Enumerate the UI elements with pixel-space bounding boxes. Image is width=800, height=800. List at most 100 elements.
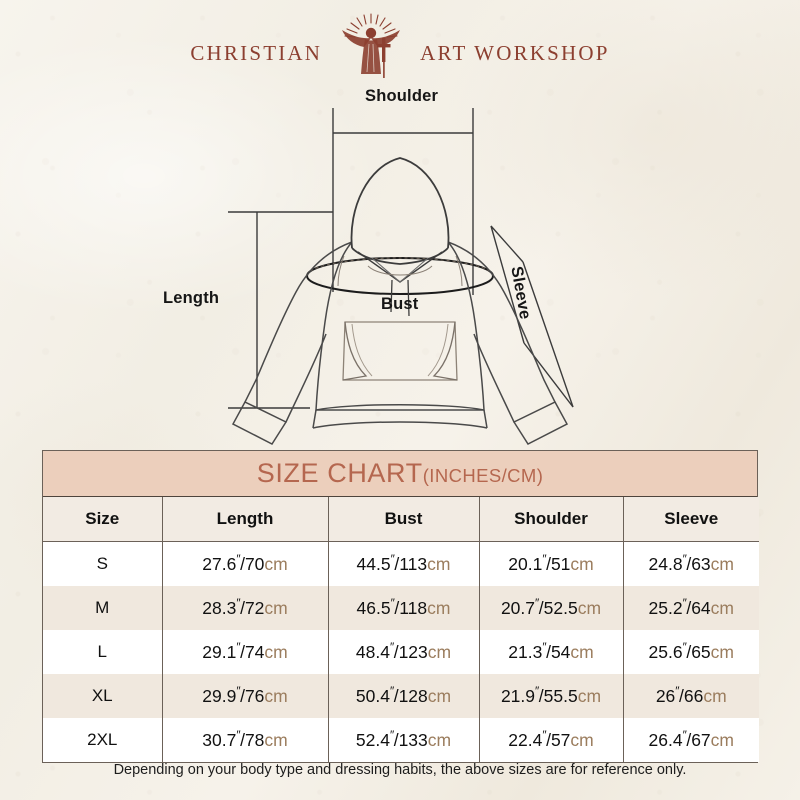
cell-size: L — [43, 630, 163, 674]
cell-length: 28.3″/72cm — [162, 586, 329, 630]
measurement-value: 26.4″/67cm — [648, 728, 734, 751]
cell-bust: 48.4″/123cm — [328, 630, 480, 674]
inch-mark: ″ — [390, 552, 395, 567]
inch-mark: ″ — [682, 728, 687, 743]
unit-cm: cm — [577, 598, 602, 619]
hoodie-illustration — [228, 108, 574, 445]
measurement-value: 28.3″/72cm — [202, 596, 288, 619]
inch-mark: ″ — [535, 596, 539, 611]
unit-cm: cm — [264, 554, 288, 575]
unit-cm: cm — [710, 730, 734, 751]
cell-shoulder: 21.3″/54cm — [479, 630, 624, 674]
cell-size: M — [43, 586, 163, 630]
inch-mark: ″ — [682, 552, 687, 567]
cell-shoulder: 20.7″/52.5cm — [479, 586, 624, 630]
column-header-size: Size — [43, 497, 163, 542]
unit-cm: cm — [710, 554, 734, 575]
measurement-value: 22.4″/57cm — [508, 728, 594, 751]
cell-size: 2XL — [43, 718, 163, 762]
unit-cm: cm — [264, 598, 288, 619]
cell-length: 29.1″/74cm — [162, 630, 329, 674]
unit-cm: cm — [427, 554, 451, 575]
unit-cm: cm — [570, 554, 594, 575]
measurement-value: 46.5″/118cm — [356, 596, 451, 619]
unit-cm: cm — [570, 730, 594, 751]
inch-mark: ″ — [236, 640, 241, 655]
brand-header: CHRISTIAN — [0, 12, 800, 82]
inch-mark: ″ — [542, 552, 547, 567]
risen-christ-cross-logo-icon — [342, 13, 401, 78]
unit-cm: cm — [703, 686, 727, 707]
unit-cm: cm — [427, 598, 451, 619]
inch-mark: ″ — [236, 684, 241, 699]
inch-mark: ″ — [542, 640, 547, 655]
cell-length: 27.6″/70cm — [162, 541, 329, 586]
measurement-value: 44.5″/113cm — [356, 552, 451, 575]
measurement-value: 24.8″/63cm — [648, 552, 734, 575]
brand-name-right: ART WORKSHOP — [420, 40, 610, 65]
inch-mark: ″ — [236, 728, 241, 743]
measurement-value: 26″/66cm — [655, 684, 727, 707]
table-header-row: Size Length Bust Shoulder Sleeve — [43, 497, 759, 542]
measurement-value: 21.9″/55.5cm — [500, 684, 602, 707]
cell-shoulder: 20.1″/51cm — [479, 541, 624, 586]
inch-mark: ″ — [389, 728, 394, 743]
column-header-sleeve: Sleeve — [623, 497, 759, 542]
unit-cm: cm — [710, 598, 734, 619]
unit-cm: cm — [264, 730, 288, 751]
cell-length: 30.7″/78cm — [162, 718, 329, 762]
measurement-value: 29.9″/76cm — [202, 684, 288, 707]
size-chart-title-main: SIZE CHART — [256, 458, 423, 488]
size-chart-table: SIZE CHART (INCHES/CM) Size Length Bust S… — [42, 450, 759, 763]
brand-name-left: CHRISTIAN — [190, 40, 323, 65]
table-header: Size Length Bust Shoulder Sleeve — [43, 497, 759, 542]
inch-mark: ″ — [535, 684, 539, 699]
unit-cm: cm — [264, 686, 288, 707]
table-row: XL 29.9″/76cm 50.4″/128cm 21.9″/55.5cm 26″/6… — [43, 674, 759, 718]
cell-sleeve: 25.6″/65cm — [623, 630, 759, 674]
measurement-value: 29.1″/74cm — [202, 640, 288, 663]
measurement-value: 25.2″/64cm — [648, 596, 734, 619]
column-header-bust: Bust — [328, 497, 480, 542]
cell-shoulder: 22.4″/57cm — [479, 718, 624, 762]
unit-cm: cm — [427, 642, 452, 663]
cell-bust: 44.5″/113cm — [328, 541, 480, 586]
unit-cm: cm — [710, 642, 734, 663]
measurement-value: 21.3″/54cm — [508, 640, 594, 663]
table-row: M 28.3″/72cm 46.5″/118cm 20.7″/52.5cm 25.2″/… — [43, 586, 759, 630]
table-row: L 29.1″/74cm 48.4″/123cm 21.3″/54cm 25.6″/65… — [43, 630, 759, 674]
cell-size: S — [43, 541, 163, 586]
cell-sleeve: 24.8″/63cm — [623, 541, 759, 586]
measurement-value: 20.1″/51cm — [508, 552, 594, 575]
measurement-value: 52.4″/133cm — [355, 728, 452, 751]
unit-cm: cm — [427, 730, 452, 751]
inch-mark: ″ — [682, 640, 687, 655]
inch-mark: ″ — [389, 640, 394, 655]
size-chart-title: SIZE CHART (INCHES/CM) — [257, 458, 544, 489]
measurement-value: 48.4″/123cm — [355, 640, 452, 663]
size-chart-title-band: SIZE CHART (INCHES/CM) — [43, 451, 757, 497]
column-header-shoulder: Shoulder — [479, 497, 624, 542]
measurement-value: 20.7″/52.5cm — [500, 596, 602, 619]
measurements-table: Size Length Bust Shoulder Sleeve S 27.6″/… — [43, 497, 759, 762]
cell-length: 29.9″/76cm — [162, 674, 329, 718]
cell-shoulder: 21.9″/55.5cm — [479, 674, 624, 718]
hoodie-measurement-diagram: Shoulder Bust Length Sleeve — [0, 80, 800, 450]
inch-mark: ″ — [390, 596, 395, 611]
size-chart-footnote: Depending on your body type and dressing… — [113, 762, 687, 778]
inch-mark: ″ — [389, 684, 394, 699]
table-body: S 27.6″/70cm 44.5″/113cm 20.1″/51cm 24.8″/63… — [43, 541, 759, 762]
measurement-value: 30.7″/78cm — [202, 728, 288, 751]
cell-bust: 50.4″/128cm — [328, 674, 480, 718]
inch-mark: ″ — [682, 596, 687, 611]
cell-sleeve: 26.4″/67cm — [623, 718, 759, 762]
unit-cm: cm — [427, 686, 452, 707]
cell-bust: 52.4″/133cm — [328, 718, 480, 762]
table-row: S 27.6″/70cm 44.5″/113cm 20.1″/51cm 24.8″/63… — [43, 541, 759, 586]
cell-sleeve: 26″/66cm — [623, 674, 759, 718]
size-chart-title-unit: (INCHES/CM) — [422, 465, 544, 486]
cell-bust: 46.5″/118cm — [328, 586, 480, 630]
inch-mark: ″ — [236, 596, 241, 611]
dimension-label-shoulder: Shoulder — [365, 87, 439, 105]
unit-cm: cm — [577, 686, 602, 707]
